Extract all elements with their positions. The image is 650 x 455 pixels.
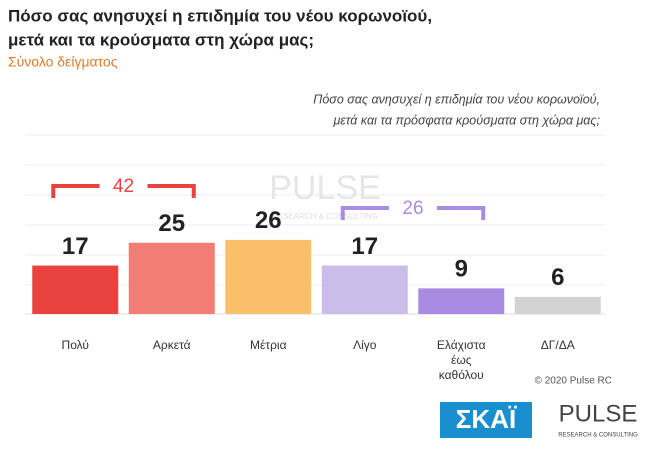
bar	[32, 265, 119, 314]
bar	[128, 242, 215, 314]
copyright: © 2020 Pulse RC	[535, 376, 612, 387]
watermark-sub: RESEARCH & CONSULTING	[272, 212, 378, 221]
bar	[225, 239, 312, 314]
value-label: 25	[158, 210, 185, 237]
chart-title: Πόσο σας ανησυχεί η επιδημία του νέου κο…	[8, 6, 432, 25]
group-bracket	[340, 206, 486, 220]
x-tick-label: έως	[451, 353, 472, 367]
bar	[418, 288, 505, 314]
value-label: 26	[255, 207, 282, 234]
skai-logo: ΣΚΑΪ	[456, 404, 517, 434]
pulse-logo: PULSE	[559, 400, 638, 427]
value-label: 6	[551, 264, 564, 291]
chart-title: μετά και τα κρούσματα στη χώρα μας;	[8, 30, 314, 49]
x-tick-label: Λίγο	[353, 338, 377, 352]
x-tick-label: ΔΓ/ΔΑ	[541, 338, 575, 352]
x-tick-label: Μέτρια	[250, 338, 287, 352]
background-grid	[25, 134, 605, 286]
value-label: 9	[455, 256, 468, 283]
bar	[321, 265, 408, 314]
question: μετά και τα πρόσφατα κρούσματα στη χώρα …	[332, 113, 600, 127]
group-bracket	[51, 184, 196, 198]
skai-logo-box	[440, 402, 532, 438]
pulse-logo-sub: RESEARCH & CONSULTING	[558, 433, 638, 439]
group-total: 26	[402, 198, 423, 219]
x-tick-label: καθόλου	[439, 368, 484, 382]
value-label: 17	[351, 233, 378, 260]
question: Πόσο σας ανησυχεί η επιδημία του νέου κο…	[313, 92, 600, 106]
x-tick-label: Πολύ	[62, 338, 89, 352]
value-label: 17	[62, 233, 89, 260]
watermark: PULSE	[269, 169, 381, 207]
x-tick-label: Αρκετά	[153, 338, 191, 352]
x-tick-label: Ελάχιστα	[437, 338, 486, 352]
chart-subtitle: Σύνολο δείγματος	[8, 54, 118, 70]
bar	[514, 296, 601, 314]
group-total: 42	[113, 176, 134, 197]
